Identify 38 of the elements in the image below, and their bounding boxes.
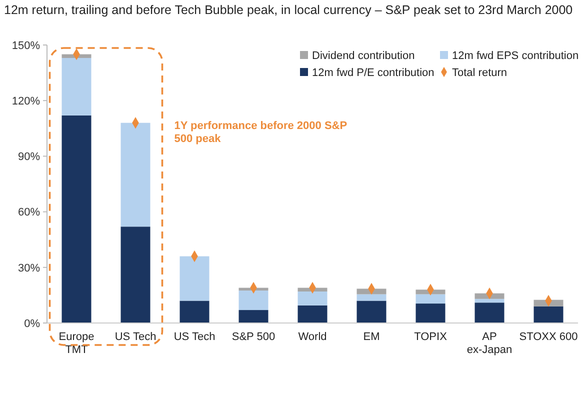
bar bbox=[62, 58, 92, 116]
x-tick-label: EM bbox=[363, 331, 380, 343]
x-tick-label: US Tech bbox=[174, 331, 216, 343]
x-tick-label: S&P 500 bbox=[232, 331, 276, 343]
bar bbox=[298, 305, 328, 323]
x-tick-label: STOXX 600 bbox=[519, 331, 578, 343]
bar bbox=[416, 304, 446, 323]
y-tick-label: 60% bbox=[18, 206, 40, 219]
bar bbox=[356, 294, 386, 301]
bar bbox=[474, 302, 504, 323]
legend-label: Total return bbox=[452, 66, 508, 79]
legend-label: Dividend contribution bbox=[312, 50, 415, 62]
y-tick-label: 90% bbox=[18, 151, 40, 164]
x-tick-label: TOPIX bbox=[414, 331, 448, 343]
y-tick-label: 0% bbox=[24, 318, 40, 330]
y-tick-label: 150% bbox=[12, 40, 40, 52]
annotation: 1Y performance before 2000 S&P 500 peak bbox=[174, 120, 348, 145]
bar bbox=[238, 290, 268, 310]
bar bbox=[356, 300, 386, 323]
y-tick-label: 120% bbox=[12, 95, 40, 108]
bar bbox=[298, 291, 328, 306]
y-tick-label: 30% bbox=[18, 262, 40, 274]
x-tick-label: AP ex-Japan bbox=[466, 331, 512, 356]
bar bbox=[534, 306, 564, 323]
bar bbox=[62, 115, 92, 323]
legend-label: 12m fwd EPS contribution bbox=[452, 50, 579, 62]
bar bbox=[416, 294, 446, 304]
bar bbox=[120, 122, 150, 227]
x-tick-label: Europe TMT bbox=[58, 331, 94, 356]
bar bbox=[180, 300, 210, 323]
legend-label: 12m fwd P/E contribution bbox=[312, 66, 434, 79]
chart-title: 12m return, trailing and before Tech Bubble peak, in local currency – S&P peak set to 23rd March 2000 bbox=[4, 3, 573, 17]
bar bbox=[180, 256, 210, 301]
bar bbox=[238, 310, 268, 323]
x-tick-label: World bbox=[298, 331, 327, 343]
bar bbox=[120, 226, 150, 323]
bar bbox=[474, 298, 504, 303]
x-tick-label: US Tech bbox=[114, 331, 156, 343]
